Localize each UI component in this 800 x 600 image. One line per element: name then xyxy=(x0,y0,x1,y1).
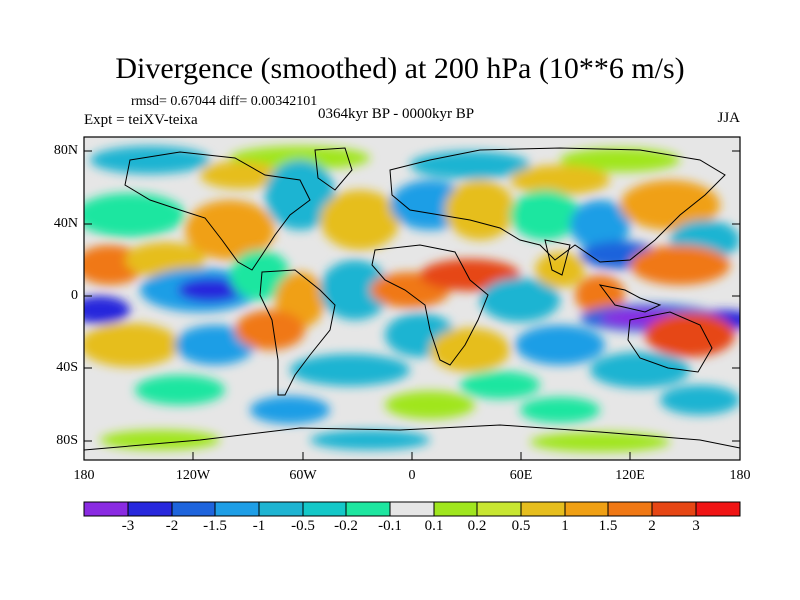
colorbar-swatch-8 xyxy=(389,501,435,517)
colorbar-swatch-3 xyxy=(171,501,216,517)
colorbar-label-8: 0.1 xyxy=(424,518,444,534)
maritime-continent-outline xyxy=(598,284,662,313)
colorbar-label-13: 2 xyxy=(648,518,656,534)
colorbar-swatch-1 xyxy=(83,501,129,517)
greenland-outline xyxy=(314,147,353,191)
antarctica-outline xyxy=(83,424,741,451)
lon-label-60e: 60E xyxy=(509,468,533,483)
colorbar-label-6: -0.2 xyxy=(334,518,358,534)
colorbar-swatch-5 xyxy=(258,501,304,517)
colorbar-label-12: 1.5 xyxy=(598,518,618,534)
lon-label-0: 0 xyxy=(408,468,416,483)
colorbar-label-4: -1 xyxy=(252,518,266,534)
divergence-field xyxy=(84,137,740,460)
coastlines xyxy=(83,147,741,451)
north-america-outline xyxy=(124,151,311,271)
lat-label-equator: 0 xyxy=(71,288,78,303)
lon-label-180e: 180 xyxy=(729,468,751,483)
colorbar-swatch-13 xyxy=(607,501,653,517)
season-label: JJA xyxy=(717,110,740,126)
rmsd-diff-stats: rmsd= 0.67044 diff= 0.00342101 xyxy=(131,94,318,109)
india-outline xyxy=(544,239,571,276)
colorbar-swatch-4 xyxy=(214,501,260,517)
colorbar-label-3: -1.5 xyxy=(203,518,227,534)
lon-label-120e: 120E xyxy=(615,468,645,483)
colorbar-label-2: -2 xyxy=(165,518,179,534)
colorbar-swatch-11 xyxy=(520,501,566,517)
colorbar-swatch-15 xyxy=(695,501,741,517)
map-title: Divergence (smoothed) at 200 hPa (10**6 … xyxy=(115,52,685,85)
lon-label-120w: 120W xyxy=(175,468,211,483)
lat-label-40n: 40N xyxy=(53,216,78,231)
africa-outline xyxy=(371,244,489,366)
colorbar-swatch-10 xyxy=(476,501,522,517)
colorbar-label-9: 0.2 xyxy=(467,518,487,534)
colorbar-swatch-9 xyxy=(433,501,478,517)
australia-outline xyxy=(627,311,713,373)
colorbar-label-5: -0.5 xyxy=(291,518,315,534)
lat-label-80n: 80N xyxy=(53,143,78,158)
colorbar-swatch-7 xyxy=(345,501,391,517)
south-america-outline xyxy=(259,269,336,396)
colorbar-label-14: 3 xyxy=(692,518,700,534)
colorbar-swatch-12 xyxy=(564,501,609,517)
axis-ticks xyxy=(84,150,740,460)
colorbar xyxy=(83,501,741,517)
lat-label-80s: 80S xyxy=(56,433,78,448)
colorbar-label-1: -3 xyxy=(121,518,135,534)
colorbar-label-11: 1 xyxy=(561,518,569,534)
colorbar-swatch-6 xyxy=(302,501,347,517)
colorbar-swatch-14 xyxy=(651,501,697,517)
lon-label-60w: 60W xyxy=(289,468,317,483)
period-label: 0364kyr BP - 0000kyr BP xyxy=(318,106,475,122)
colorbar-swatch-2 xyxy=(127,501,173,517)
colorbar-label-7: -0.1 xyxy=(378,518,402,534)
colorbar-label-10: 0.5 xyxy=(511,518,531,534)
lat-label-40s: 40S xyxy=(56,360,78,375)
eurasia-outline xyxy=(389,147,726,263)
experiment-label: Expt = teiXV-teixa xyxy=(84,112,198,128)
lon-label-180w: 180 xyxy=(73,468,95,483)
